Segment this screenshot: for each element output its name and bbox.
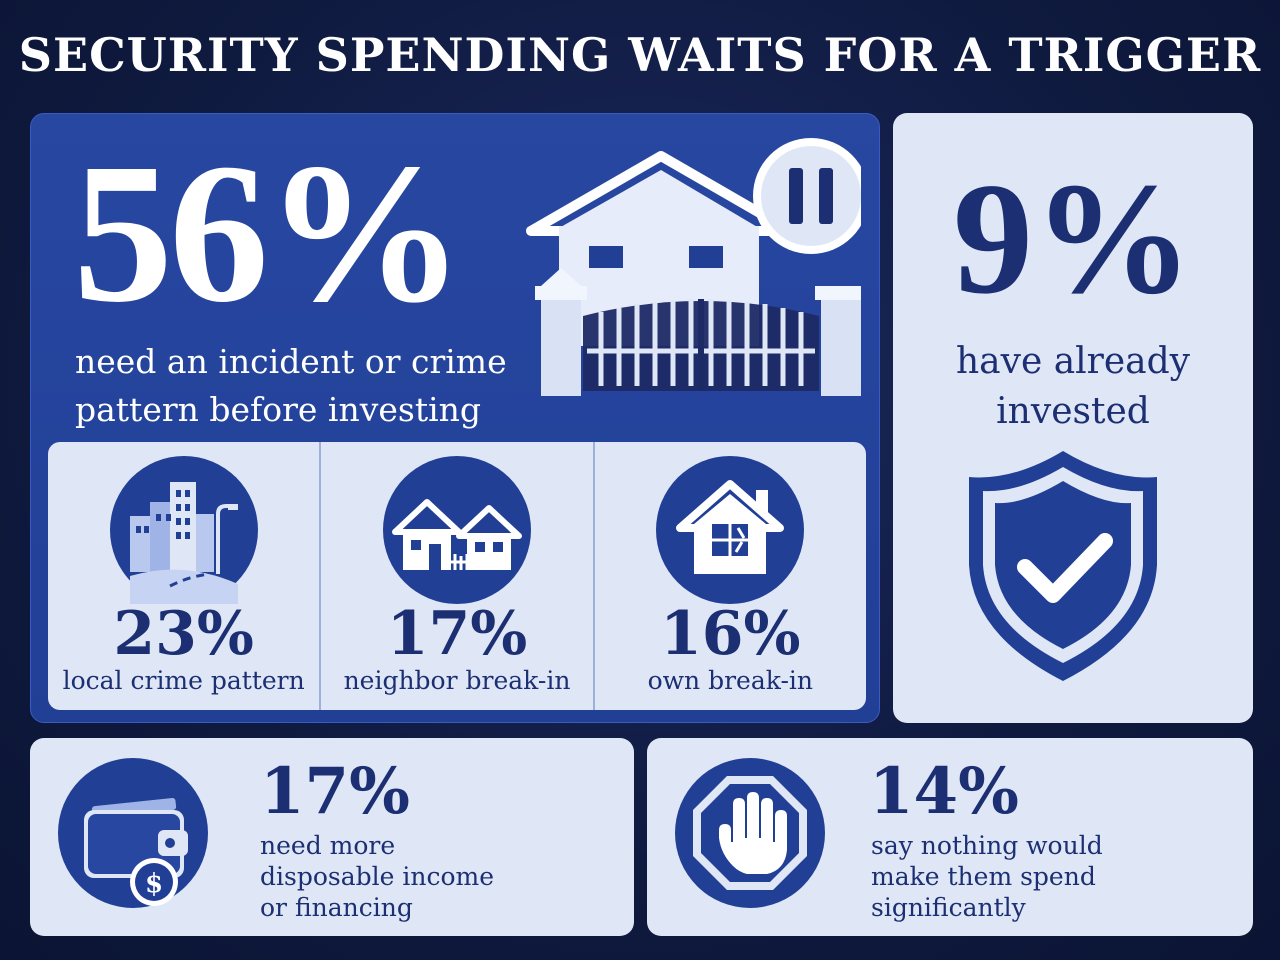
page-title: SECURITY SPENDING WAITS FOR A TRIGGER — [18, 28, 1262, 82]
nothing-text: say nothing would make them spend signif… — [871, 831, 1103, 922]
invested-card: 9% have already invested — [893, 113, 1253, 723]
income-text: need more disposable income or financing — [260, 831, 495, 922]
invested-caption: have already invested — [955, 341, 1191, 432]
invested-stat: 9% — [953, 149, 1193, 327]
breakdown-item-neighbor: 17% neighbor break-in — [321, 442, 595, 710]
main-caption: need an incident or crime pattern before… — [75, 342, 507, 429]
own-break-in-stat: 16% — [660, 599, 801, 669]
main-stat: 56% — [73, 123, 465, 344]
broken-window-house-icon — [656, 456, 805, 604]
neighbor-stat: 17% — [386, 599, 528, 669]
wallet-dollar-icon: $ — [58, 758, 208, 908]
house-with-gate-pause-icon — [526, 138, 861, 396]
local-crime-label: local crime pattern — [62, 666, 305, 695]
nothing-card: 14% say nothing would make them spend si… — [647, 738, 1253, 936]
breakdown-item-local-crime: 23% local crime pattern — [48, 442, 322, 710]
stop-hand-icon — [675, 758, 825, 908]
local-crime-stat: 23% — [113, 599, 254, 669]
own-break-in-label: own break-in — [647, 666, 814, 695]
nothing-stat: 14% — [869, 754, 1019, 829]
trigger-breakdown: 23% local crime pattern 17% — [48, 442, 866, 710]
income-stat: 17% — [260, 754, 410, 829]
income-card: $ 17% need more disposable income or fin… — [30, 738, 634, 936]
city-street-icon — [109, 456, 258, 604]
neighbor-houses-icon — [382, 456, 531, 604]
shield-check-icon — [969, 451, 1157, 681]
trigger-card: 56% — [30, 113, 880, 723]
neighbor-label: neighbor break-in — [343, 666, 571, 695]
svg-text:$: $ — [145, 869, 163, 899]
breakdown-item-own: 16% own break-in — [595, 442, 866, 710]
